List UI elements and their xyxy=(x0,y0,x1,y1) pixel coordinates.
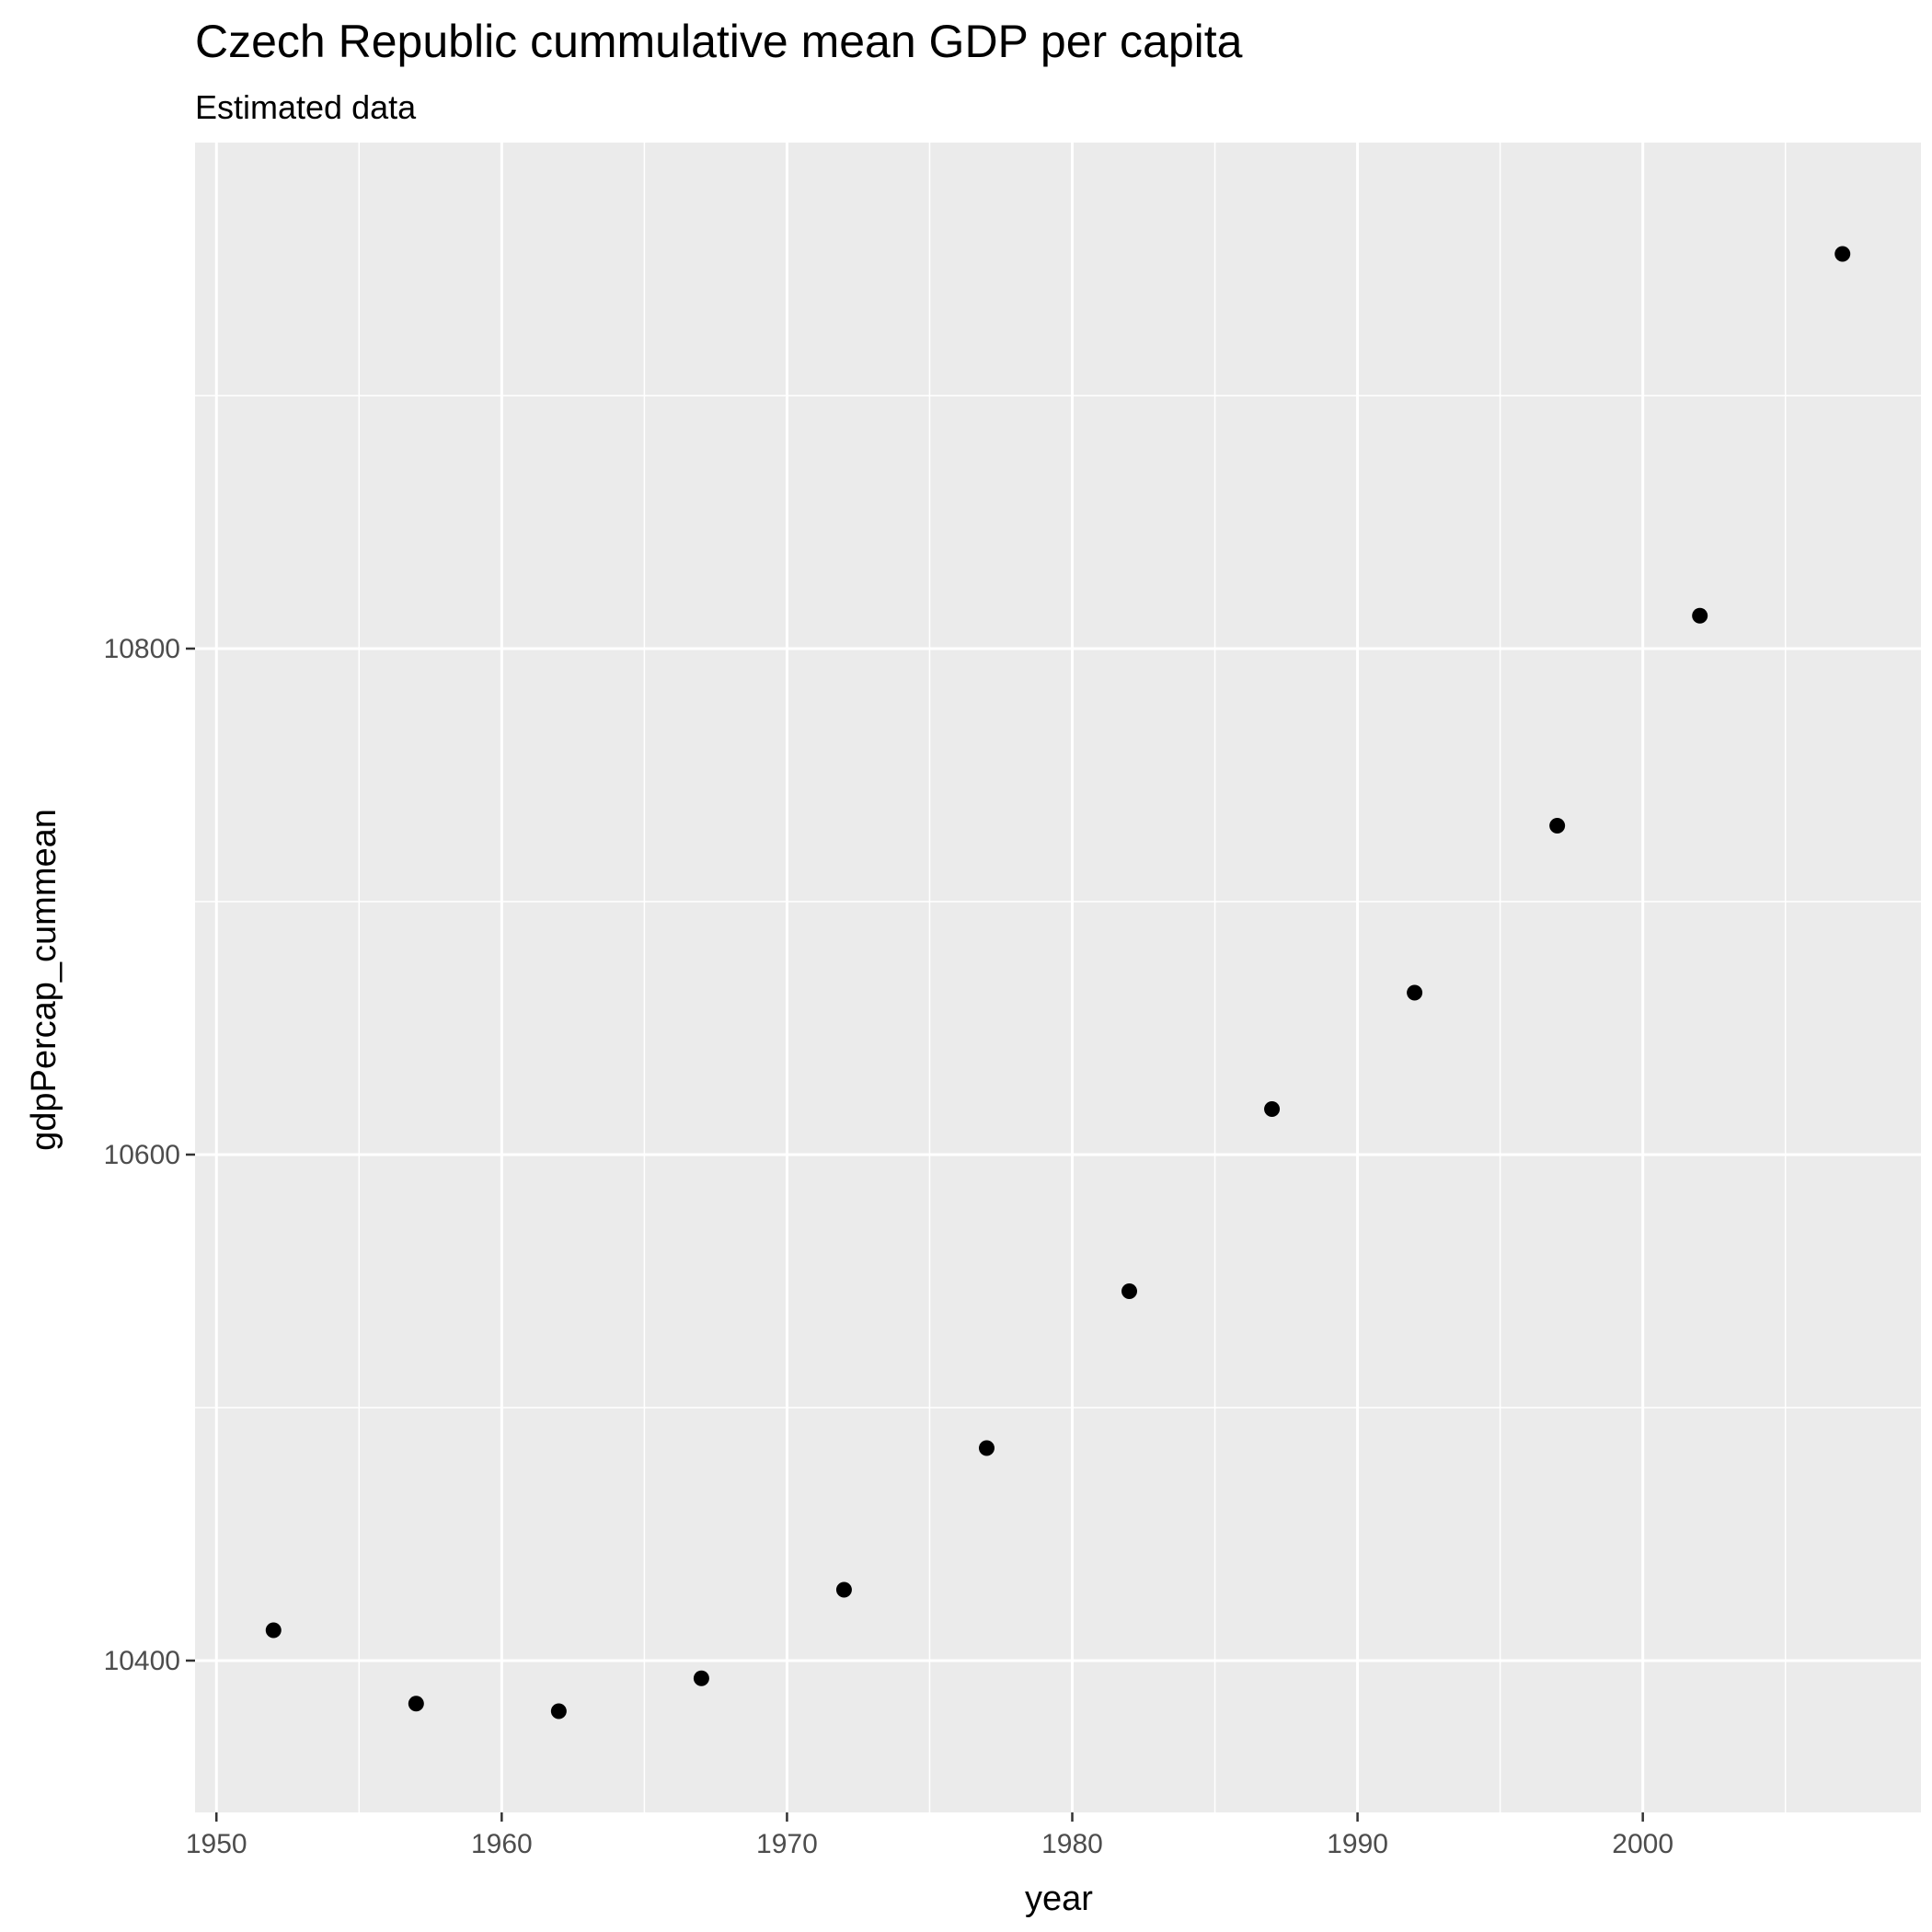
chart-title: Czech Republic cummulative mean GDP per … xyxy=(195,16,1243,67)
y-tick-label: 10400 xyxy=(104,1646,180,1676)
x-tick-label: 2000 xyxy=(1612,1829,1673,1859)
data-point xyxy=(693,1670,709,1686)
x-axis: 1950 1960 1970 1980 1990 2000 xyxy=(186,1812,1673,1859)
x-tick-label: 1970 xyxy=(756,1829,818,1859)
x-tick-label: 1990 xyxy=(1327,1829,1388,1859)
data-point xyxy=(1834,246,1851,262)
data-point xyxy=(550,1703,567,1719)
data-point xyxy=(1407,984,1423,1001)
x-tick-label: 1950 xyxy=(186,1829,247,1859)
minor-grid xyxy=(195,143,1921,1812)
data-point xyxy=(265,1622,282,1639)
y-axis: 10400 10600 10800 xyxy=(104,634,195,1676)
data-point xyxy=(1549,818,1566,834)
data-point xyxy=(835,1581,852,1598)
x-axis-title: year xyxy=(1025,1880,1093,1918)
y-tick-label: 10800 xyxy=(104,634,180,664)
chart-subtitle: Estimated data xyxy=(195,88,417,126)
data-point xyxy=(1692,607,1708,624)
data-points xyxy=(265,246,1851,1719)
data-point xyxy=(408,1696,424,1712)
y-tick-label: 10600 xyxy=(104,1140,180,1170)
data-point xyxy=(1264,1101,1281,1117)
data-point xyxy=(978,1440,995,1456)
plot-panel xyxy=(195,143,1921,1812)
major-grid xyxy=(195,143,1921,1812)
y-axis-title: gdpPercap_cummean xyxy=(25,809,63,1151)
data-point xyxy=(1121,1283,1138,1299)
x-tick-label: 1980 xyxy=(1041,1829,1103,1859)
x-tick-label: 1960 xyxy=(471,1829,533,1859)
